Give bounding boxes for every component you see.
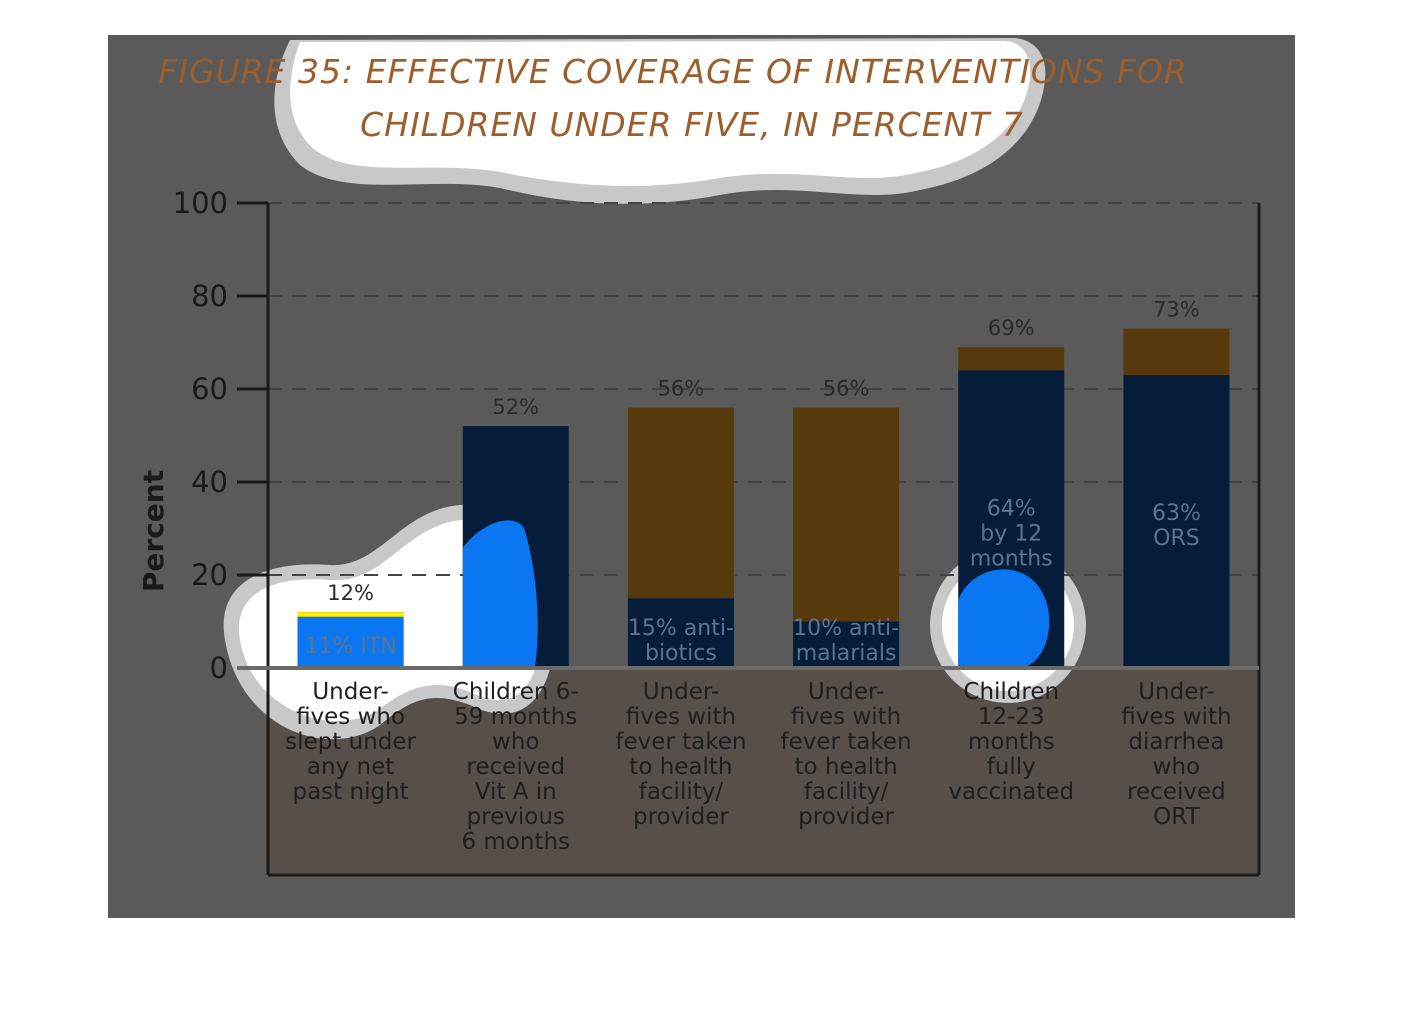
x-category-label: 12-23	[978, 704, 1045, 730]
bar-total-label: 52%	[492, 395, 539, 419]
bar-total-label: 12%	[327, 581, 374, 605]
y-axis-title: Percent	[137, 470, 170, 592]
x-category-label: facility/	[639, 779, 724, 805]
bar-segment-effective-highlight	[462, 520, 538, 668]
x-category-label: fives who	[296, 704, 405, 730]
bar-segment-effective-highlight	[958, 569, 1050, 668]
bar-segment-remainder-highlight	[297, 612, 404, 617]
x-category-label: past night	[292, 779, 408, 805]
bar-segment-remainder	[1123, 328, 1230, 376]
x-category-label: previous	[467, 804, 565, 830]
bar-segment-remainder	[793, 407, 900, 622]
y-tick-label: 0	[210, 651, 228, 685]
x-category-label: to health	[794, 754, 897, 780]
bar-segment-effective-highlight	[297, 616, 404, 668]
bar-inner-label: 64%	[987, 496, 1036, 521]
x-category-label: Children 6-	[453, 679, 579, 705]
x-category-label: Vit A in	[475, 779, 557, 805]
bar-inner-label: 11% ITN	[304, 634, 396, 659]
bar-segment-remainder	[627, 407, 734, 599]
x-category-label: any net	[307, 754, 394, 780]
x-category-label: provider	[798, 804, 894, 830]
bar-total-label: 73%	[1153, 298, 1200, 322]
x-category-label: fever taken	[615, 729, 746, 755]
bar-inner-label: 15% anti-	[628, 616, 734, 641]
x-category-label: fever taken	[781, 729, 912, 755]
title-spotlight	[290, 41, 1031, 186]
x-category-label: received	[1127, 779, 1226, 805]
x-category-label: ORT	[1153, 804, 1200, 830]
x-category-label: months	[968, 729, 1055, 755]
bar-segment-effective	[627, 598, 734, 668]
x-category-label: provider	[633, 804, 729, 830]
x-category-label: Under-	[643, 679, 719, 705]
x-category-label: Under-	[808, 679, 884, 705]
bar-inner-label: 63%	[1152, 501, 1201, 526]
chart-title-line-2: CHILDREN UNDER FIVE, IN PERCENT 7	[360, 105, 1024, 144]
y-tick-label: 100	[173, 186, 228, 220]
chart-title-line-1: FIGURE 35: EFFECTIVE COVERAGE OF INTERVE…	[158, 52, 1187, 91]
bar-total-label: 56%	[658, 377, 705, 401]
x-category-label: fives with	[791, 704, 901, 730]
bar-inner-label: by 12	[980, 521, 1042, 546]
bar-total-label: 69%	[988, 316, 1035, 340]
bar-inner-label: ORS	[1153, 526, 1200, 551]
bar-segment-remainder	[958, 347, 1065, 371]
y-tick-label: 60	[191, 372, 228, 406]
bar-inner-label: biotics	[645, 641, 717, 666]
bar-inner-label: malarials	[796, 641, 897, 666]
x-category-label: 6 months	[461, 829, 570, 855]
x-category-label: 59 months	[454, 704, 577, 730]
y-tick-label: 40	[191, 465, 228, 499]
bar-segment-effective	[1123, 375, 1230, 668]
x-category-label: Under-	[312, 679, 388, 705]
x-category-label: facility/	[804, 779, 889, 805]
x-category-label: who	[1153, 754, 1200, 780]
x-category-label: received	[466, 754, 565, 780]
x-category-label: Under-	[1138, 679, 1214, 705]
x-category-label: fives with	[626, 704, 736, 730]
bar-inner-label: months	[970, 546, 1053, 571]
x-category-label: vaccinated	[948, 779, 1074, 805]
x-category-label: who	[492, 729, 539, 755]
category-area-background	[268, 668, 1259, 875]
gridlines	[268, 202, 1259, 576]
y-tick-label: 80	[191, 279, 228, 313]
bars	[297, 328, 1230, 668]
x-category-label: to health	[629, 754, 732, 780]
x-category-label: fives with	[1121, 704, 1231, 730]
bar-inner-label: 10% anti-	[793, 616, 899, 641]
bar-total-label: 56%	[823, 377, 870, 401]
bar-segment-effective	[793, 621, 900, 668]
axes: 0 20 40 60 80 100	[173, 186, 1261, 877]
x-category-label: diarrhea	[1128, 729, 1224, 755]
y-tick-label: 20	[191, 558, 228, 592]
x-category-label: fully	[987, 754, 1036, 780]
x-category-label: slept under	[285, 729, 416, 755]
x-category-label: Children	[963, 679, 1059, 705]
